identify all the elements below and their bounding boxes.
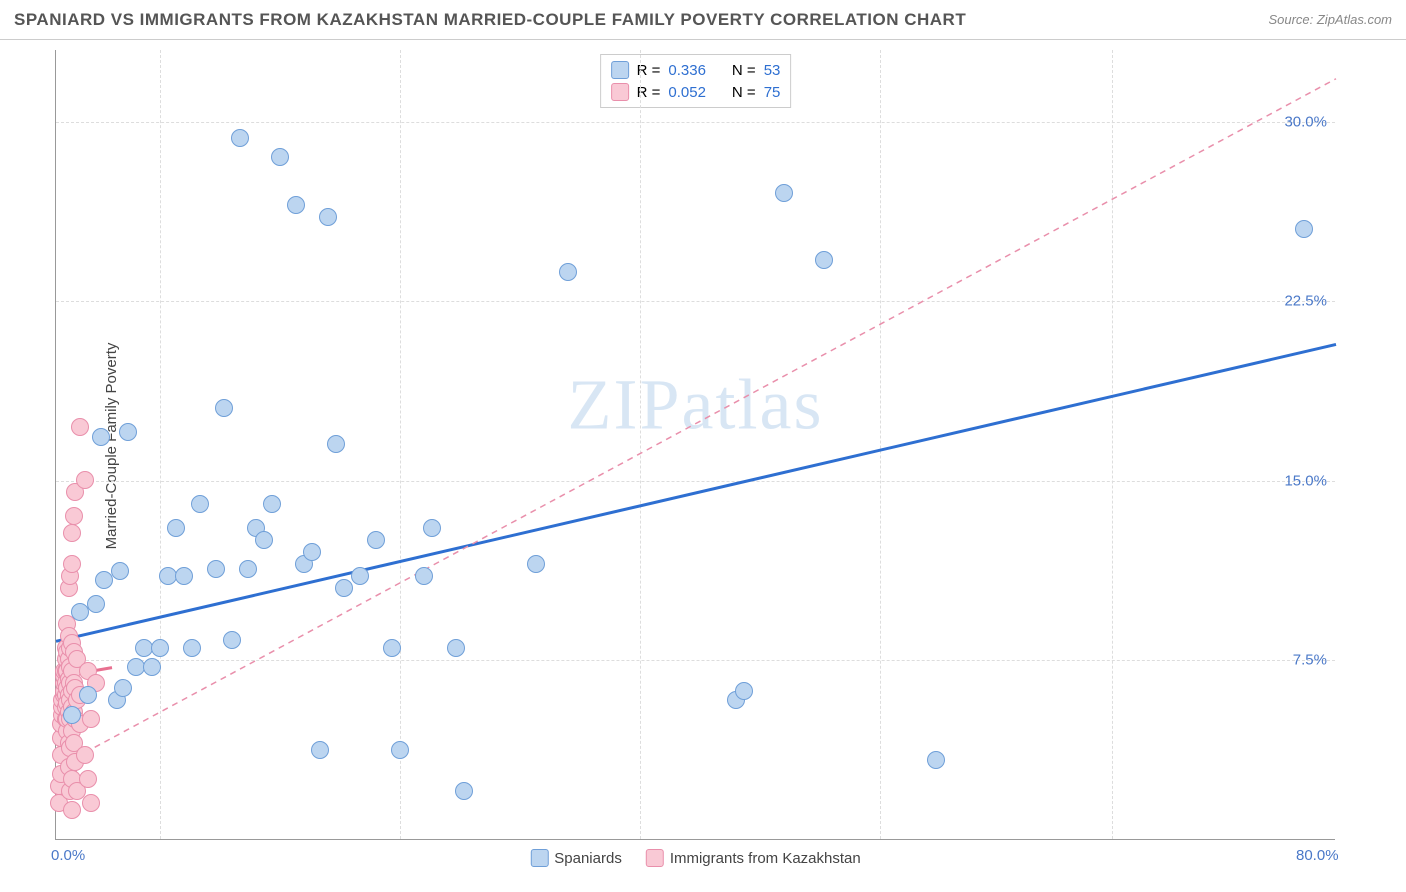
data-point bbox=[79, 770, 97, 788]
data-point bbox=[191, 495, 209, 513]
data-point bbox=[151, 639, 169, 657]
scatter-plot: ZIPatlas R = 0.336 N = 53 R = 0.052 N = … bbox=[55, 50, 1335, 840]
data-point bbox=[455, 782, 473, 800]
data-point bbox=[815, 251, 833, 269]
data-point bbox=[143, 658, 161, 676]
data-point bbox=[415, 567, 433, 585]
data-point bbox=[207, 560, 225, 578]
legend-swatch bbox=[646, 849, 664, 867]
data-point bbox=[527, 555, 545, 573]
data-point bbox=[255, 531, 273, 549]
data-point bbox=[263, 495, 281, 513]
data-point bbox=[223, 631, 241, 649]
data-point bbox=[76, 471, 94, 489]
data-point bbox=[335, 579, 353, 597]
data-point bbox=[65, 507, 83, 525]
series-legend: Spaniards Immigrants from Kazakhstan bbox=[530, 849, 860, 867]
data-point bbox=[63, 706, 81, 724]
data-point bbox=[76, 746, 94, 764]
trendline bbox=[56, 344, 1336, 641]
data-point bbox=[215, 399, 233, 417]
trend-lines bbox=[56, 50, 1336, 840]
data-point bbox=[239, 560, 257, 578]
data-point bbox=[775, 184, 793, 202]
data-point bbox=[79, 686, 97, 704]
data-point bbox=[92, 428, 110, 446]
data-point bbox=[351, 567, 369, 585]
data-point bbox=[327, 435, 345, 453]
data-point bbox=[87, 595, 105, 613]
x-tick-label: 0.0% bbox=[51, 847, 85, 864]
data-point bbox=[231, 129, 249, 147]
data-point bbox=[367, 531, 385, 549]
data-point bbox=[1295, 220, 1313, 238]
header-bar: SPANIARD VS IMMIGRANTS FROM KAZAKHSTAN M… bbox=[0, 0, 1406, 40]
data-point bbox=[319, 208, 337, 226]
data-point bbox=[735, 682, 753, 700]
source-label: Source: ZipAtlas.com bbox=[1268, 12, 1392, 27]
trendline bbox=[56, 79, 1336, 768]
data-point bbox=[391, 741, 409, 759]
data-point bbox=[119, 423, 137, 441]
legend-item: Immigrants from Kazakhstan bbox=[646, 849, 861, 867]
data-point bbox=[175, 567, 193, 585]
legend-swatch bbox=[530, 849, 548, 867]
data-point bbox=[114, 679, 132, 697]
data-point bbox=[95, 571, 113, 589]
data-point bbox=[447, 639, 465, 657]
chart-title: SPANIARD VS IMMIGRANTS FROM KAZAKHSTAN M… bbox=[14, 10, 966, 30]
data-point bbox=[271, 148, 289, 166]
data-point bbox=[71, 418, 89, 436]
legend-label: Spaniards bbox=[554, 850, 622, 867]
data-point bbox=[63, 801, 81, 819]
data-point bbox=[303, 543, 321, 561]
data-point bbox=[311, 741, 329, 759]
data-point bbox=[111, 562, 129, 580]
data-point bbox=[383, 639, 401, 657]
data-point bbox=[183, 639, 201, 657]
data-point bbox=[423, 519, 441, 537]
data-point bbox=[287, 196, 305, 214]
data-point bbox=[82, 794, 100, 812]
x-tick-label: 80.0% bbox=[1296, 847, 1339, 864]
legend-label: Immigrants from Kazakhstan bbox=[670, 850, 861, 867]
data-point bbox=[82, 710, 100, 728]
data-point bbox=[559, 263, 577, 281]
data-point bbox=[167, 519, 185, 537]
legend-item: Spaniards bbox=[530, 849, 622, 867]
data-point bbox=[927, 751, 945, 769]
data-point bbox=[63, 555, 81, 573]
data-point bbox=[63, 524, 81, 542]
